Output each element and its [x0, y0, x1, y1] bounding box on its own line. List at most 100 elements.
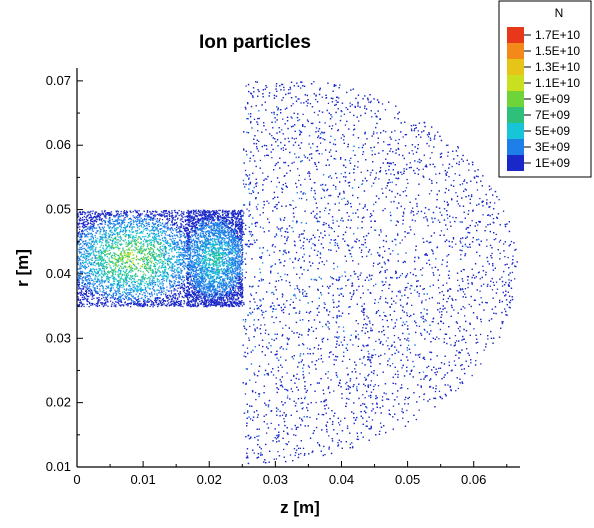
- particle-point: [214, 293, 216, 295]
- particle-point: [141, 249, 143, 251]
- particle-point: [156, 221, 159, 223]
- particle-point: [171, 236, 174, 238]
- particle-point: [236, 303, 238, 305]
- particle-point: [225, 231, 227, 234]
- particle-point: [118, 215, 120, 217]
- particle-point: [236, 299, 238, 301]
- particle-point: [129, 226, 131, 228]
- particle-point: [179, 277, 181, 279]
- particle-point: [164, 215, 166, 217]
- particle-point: [147, 239, 149, 242]
- particle-point: [114, 253, 117, 255]
- particle-point: [227, 249, 230, 251]
- particle-point: [103, 219, 105, 221]
- particle-point: [142, 258, 144, 260]
- particle-point: [203, 306, 205, 308]
- particle-point: [219, 234, 221, 236]
- particle-point: [189, 249, 191, 251]
- particle-point: [94, 241, 96, 243]
- particle-point: [199, 223, 201, 225]
- particle-point: [155, 259, 157, 261]
- particle-point: [121, 215, 123, 217]
- particle-point: [98, 226, 100, 228]
- particle-point: [122, 262, 124, 264]
- particle-point: [146, 243, 149, 245]
- particle-point: [148, 298, 150, 300]
- particle-point: [112, 282, 115, 285]
- particle-point: [191, 269, 194, 271]
- particle-point: [145, 218, 147, 220]
- particle-point: [145, 268, 147, 270]
- particle-point: [119, 273, 121, 275]
- particle-point: [132, 290, 135, 292]
- particle-point: [131, 240, 133, 242]
- particle-point: [163, 257, 166, 259]
- particle-point: [155, 271, 157, 273]
- particle-point: [221, 303, 223, 306]
- particle-point: [234, 249, 237, 252]
- particle-point: [193, 248, 195, 250]
- particle-point: [129, 259, 131, 261]
- particle-point: [122, 270, 125, 272]
- particle-point: [114, 256, 117, 258]
- particle-point: [113, 237, 116, 239]
- particle-point: [123, 227, 125, 229]
- particle-point: [108, 227, 110, 230]
- particle-point: [87, 236, 89, 238]
- particle-point: [97, 263, 100, 265]
- particle-point: [105, 297, 107, 299]
- particle-point: [216, 243, 218, 245]
- particle-point: [138, 228, 141, 230]
- particle-point: [201, 236, 203, 238]
- particle-point: [222, 218, 224, 220]
- particle-point: [140, 224, 142, 226]
- particle-point: [134, 274, 136, 276]
- particle-point: [172, 294, 174, 297]
- particle-point: [233, 229, 235, 232]
- particle-point: [173, 293, 175, 295]
- particle-point: [240, 283, 243, 285]
- particle-point: [93, 224, 95, 226]
- particle-point: [157, 284, 159, 286]
- particle-point: [179, 247, 181, 250]
- particle-point: [205, 217, 207, 219]
- particle-point: [226, 223, 228, 225]
- particle-point: [132, 226, 134, 228]
- particle-point: [86, 300, 88, 302]
- particle-point: [129, 269, 131, 271]
- particle-point: [190, 217, 192, 219]
- particle-point: [199, 234, 202, 236]
- particle-point: [84, 240, 87, 242]
- particle-point: [135, 266, 137, 268]
- particle-point: [174, 211, 176, 214]
- particle-point: [147, 292, 149, 294]
- particle-point: [134, 217, 136, 219]
- particle-point: [105, 247, 108, 249]
- particle-point: [141, 252, 143, 254]
- particle-point: [176, 257, 178, 259]
- particle-point: [135, 242, 137, 244]
- particle-point: [161, 237, 163, 239]
- particle-point: [125, 296, 127, 299]
- particle-point: [240, 223, 243, 225]
- particle-point: [221, 221, 223, 224]
- particle-point: [112, 280, 115, 282]
- particle-point: [128, 253, 130, 255]
- particle-point: [107, 300, 109, 303]
- particle-point: [85, 261, 87, 263]
- particle-point: [227, 214, 229, 217]
- particle-point: [140, 238, 142, 240]
- particle-point: [222, 278, 224, 280]
- particle-point: [126, 304, 128, 306]
- particle-point: [150, 254, 152, 256]
- particle-point: [118, 264, 120, 266]
- particle-point: [197, 220, 199, 222]
- particle-point: [162, 215, 164, 217]
- particle-point: [162, 277, 164, 279]
- particle-point: [159, 246, 161, 248]
- particle-point: [169, 227, 172, 229]
- particle-point: [143, 301, 145, 303]
- particle-point: [79, 299, 81, 301]
- particle-point: [216, 303, 218, 305]
- particle-point: [132, 263, 135, 266]
